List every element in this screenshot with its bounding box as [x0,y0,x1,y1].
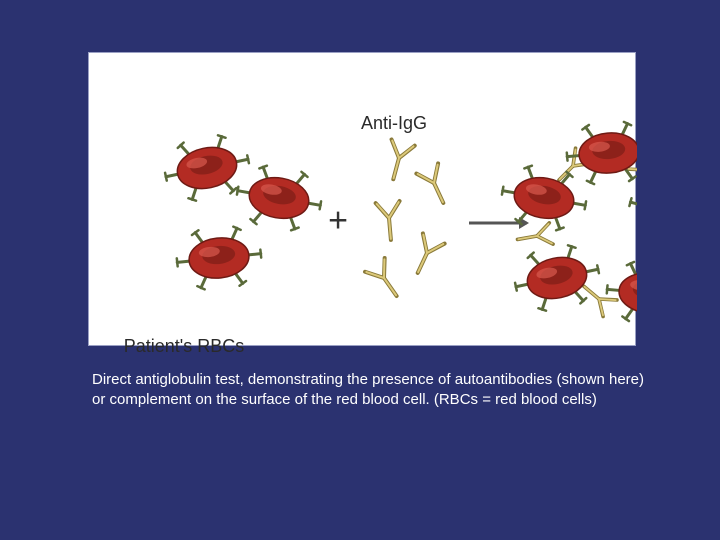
dat-diagram [89,53,637,347]
figure-panel: Anti-IgG Patient's RBCs + [88,52,636,346]
slide-background: Anti-IgG Patient's RBCs + Direct antiglo… [0,0,720,540]
slide-caption: Direct antiglobulin test, demonstrating … [92,370,652,411]
